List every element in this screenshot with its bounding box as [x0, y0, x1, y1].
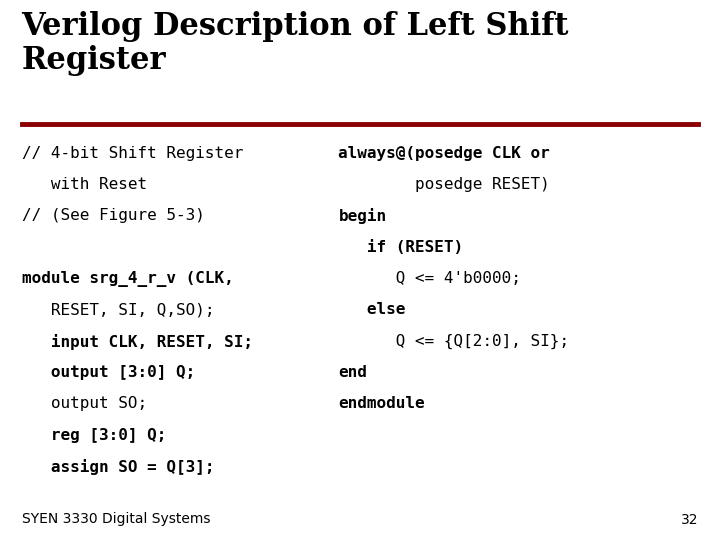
Text: input CLK, RESET, SI;: input CLK, RESET, SI; [22, 334, 253, 350]
Text: module srg_4_r_v (CLK,: module srg_4_r_v (CLK, [22, 271, 233, 287]
Text: // (See Figure 5-3): // (See Figure 5-3) [22, 208, 204, 224]
Text: always@(posedge CLK or: always@(posedge CLK or [338, 146, 550, 161]
Text: reg [3:0] Q;: reg [3:0] Q; [22, 428, 166, 443]
Text: Q <= {Q[2:0], SI};: Q <= {Q[2:0], SI}; [338, 334, 570, 349]
Text: // 4-bit Shift Register: // 4-bit Shift Register [22, 146, 243, 161]
Text: 32: 32 [681, 512, 698, 526]
Text: Q <= 4'b0000;: Q <= 4'b0000; [338, 271, 521, 286]
Text: if (RESET): if (RESET) [338, 240, 464, 255]
Text: posedge RESET): posedge RESET) [338, 177, 550, 192]
Text: begin: begin [338, 208, 387, 225]
Text: Verilog Description of Left Shift
Register: Verilog Description of Left Shift Regist… [22, 11, 569, 76]
Text: with Reset: with Reset [22, 177, 147, 192]
Text: end: end [338, 365, 367, 380]
Text: else: else [338, 302, 406, 318]
Text: assign SO = Q[3];: assign SO = Q[3]; [22, 459, 214, 475]
Text: endmodule: endmodule [338, 396, 425, 411]
Text: RESET, SI, Q,SO);: RESET, SI, Q,SO); [22, 302, 214, 318]
Text: output SO;: output SO; [22, 396, 147, 411]
Text: output [3:0] Q;: output [3:0] Q; [22, 365, 195, 380]
Text: SYEN 3330 Digital Systems: SYEN 3330 Digital Systems [22, 512, 210, 526]
